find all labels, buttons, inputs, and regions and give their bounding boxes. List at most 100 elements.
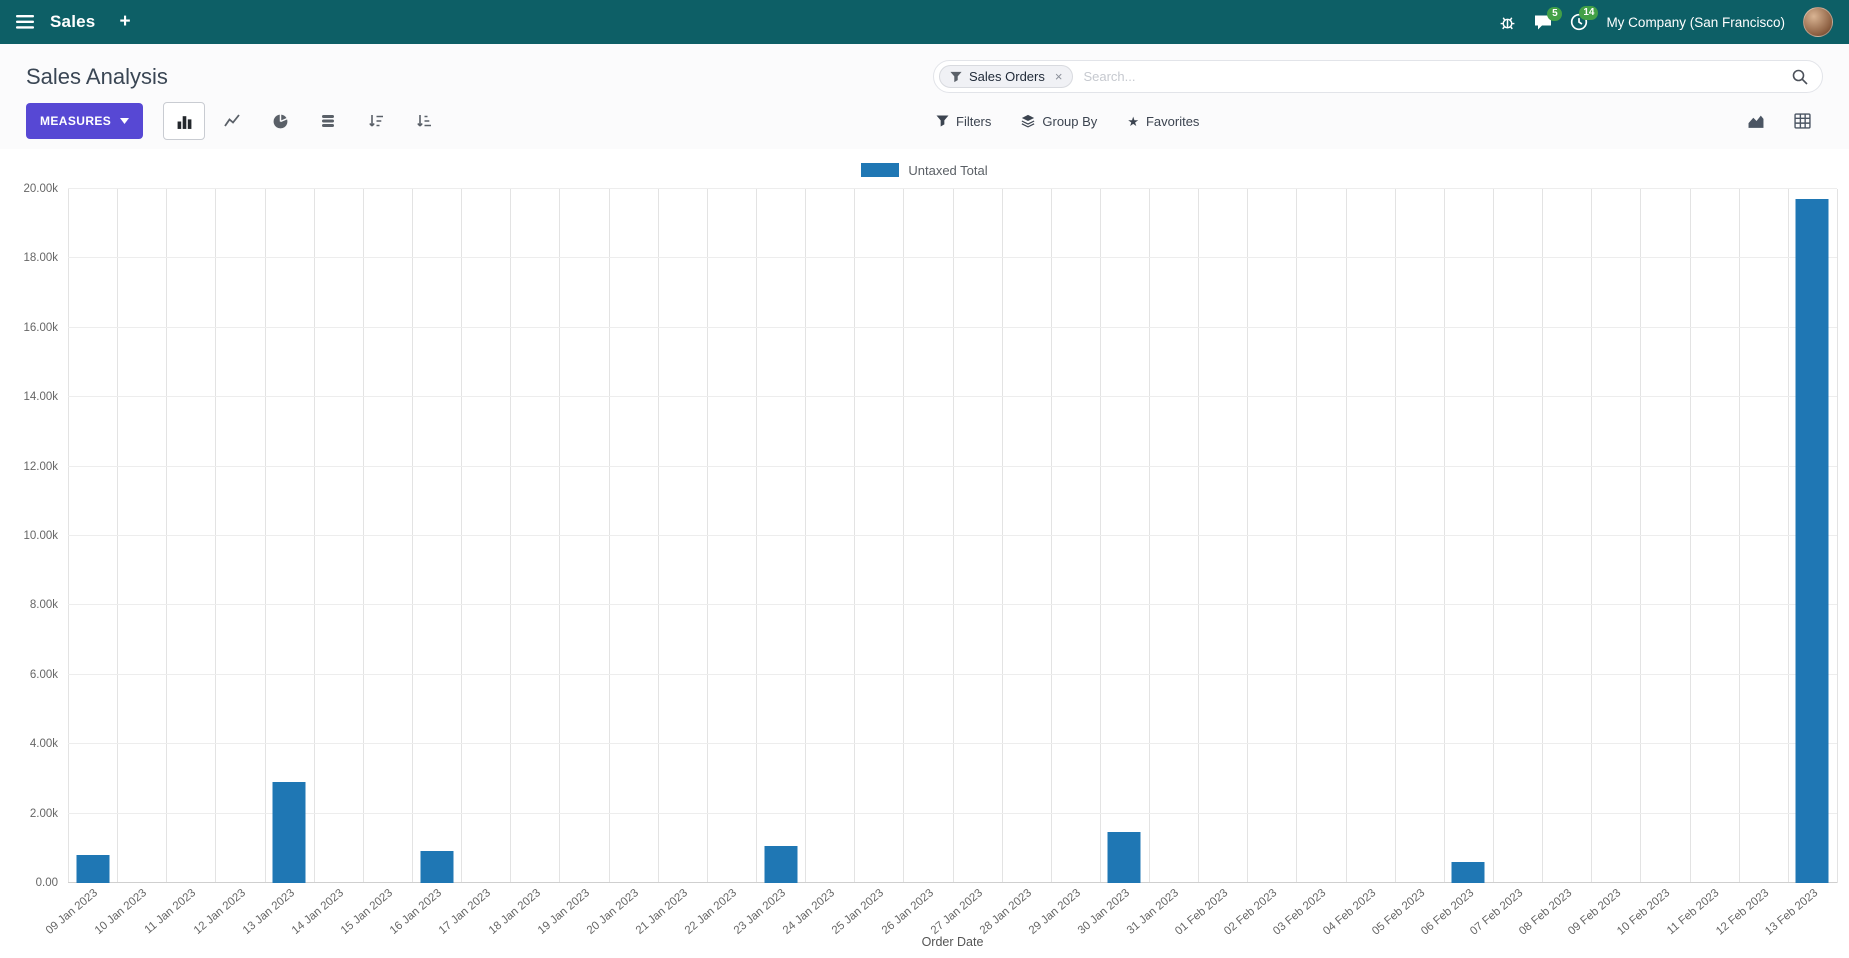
x-axis-tick-label: 04 Feb 2023 [1320,887,1378,938]
vertical-gridline [1001,189,1003,883]
horizontal-gridline [68,257,1837,259]
new-tab-button[interactable]: + [119,11,131,32]
sort-descending-icon [368,113,384,129]
bar-23-jan-2023[interactable] [764,845,797,883]
facet-remove-button[interactable]: × [1054,69,1063,84]
vertical-gridline [755,189,757,883]
vertical-gridline [510,189,512,883]
x-axis-tick-label: 20 Jan 2023 [584,887,641,937]
x-axis-tick-label: 18 Jan 2023 [486,887,543,937]
stacked-mode-button[interactable] [307,102,349,140]
vertical-gridline [657,189,659,883]
x-axis-tick-label: 06 Feb 2023 [1418,887,1477,938]
x-axis-tick-label: 23 Jan 2023 [732,887,789,937]
search-facet-label: Sales Orders [969,69,1045,84]
bar-13-jan-2023[interactable] [272,782,306,883]
vertical-gridline [264,189,266,883]
apps-menu-button[interactable] [16,15,34,29]
y-axis-tick-label: 12.00k [23,460,58,473]
search-bar[interactable]: Sales Orders × [933,60,1823,93]
x-axis-tick-label: 12 Feb 2023 [1713,887,1772,938]
legend-label: Untaxed Total [908,162,988,178]
vertical-gridline [903,189,905,883]
horizontal-gridline [68,812,1837,814]
bar-06-feb-2023[interactable] [1451,861,1485,883]
y-axis-tick-label: 10.00k [23,530,58,542]
vertical-gridline [608,189,610,883]
x-axis-tick-label: 10 Jan 2023 [93,887,150,937]
activities-button[interactable]: 14 [1570,6,1599,31]
y-axis-tick-label: 0.00 [35,877,58,889]
search-input[interactable] [1073,69,1792,84]
y-axis-tick-label: 8.00k [29,599,58,612]
filters-button[interactable]: Filters [936,114,991,129]
pivot-view-button[interactable] [1783,104,1821,138]
graph-view-button[interactable] [1737,104,1775,138]
debug-button[interactable] [1499,14,1516,31]
measures-button[interactable]: MEASURES [26,103,144,139]
x-axis-tick-label: 30 Jan 2023 [1075,887,1133,937]
group-by-button[interactable]: Group By [1021,114,1097,129]
vertical-gridline [706,189,708,883]
control-panel: Sales Analysis Sales Orders × MEASURES [0,44,1849,149]
x-axis-tick-label: 09 Feb 2023 [1566,887,1624,938]
vertical-gridline [461,189,463,883]
vertical-gridline [313,189,315,883]
x-axis-tick-label: 03 Feb 2023 [1271,887,1329,938]
vertical-gridline [1837,189,1838,883]
vertical-gridline [1394,189,1396,883]
x-axis-tick-label: 05 Feb 2023 [1369,887,1428,938]
x-axis-tick-label: 13 Feb 2023 [1762,887,1821,938]
pivot-table-icon [1793,113,1811,129]
x-axis-tick-label: 28 Jan 2023 [977,887,1034,937]
app-name[interactable]: Sales [50,12,96,31]
funnel-icon [936,115,949,127]
bug-icon [1499,14,1516,31]
x-axis-tick-label: 13 Jan 2023 [240,887,297,937]
stacked-bars-icon [320,113,336,129]
bar-09-jan-2023[interactable] [76,855,110,883]
x-axis-tick-label: 02 Feb 2023 [1222,887,1280,938]
company-switcher[interactable]: My Company (San Francisco) [1606,14,1785,30]
vertical-gridline [1443,189,1445,883]
favorites-button[interactable]: ★ Favorites [1127,114,1199,129]
messages-button[interactable]: 5 [1534,6,1563,31]
x-axis-tick-label: 27 Jan 2023 [928,887,985,937]
messages-badge: 5 [1547,6,1563,21]
bar-13-feb-2023[interactable] [1795,199,1829,883]
x-axis-title: Order Date [921,935,984,949]
search-icon[interactable] [1792,69,1808,85]
vertical-gridline [1493,189,1495,883]
vertical-gridline [1591,189,1593,883]
horizontal-gridline [68,604,1837,606]
plot-area: 0.00 2.00k 4.00k 6.00k 8.00k 10.00k 12.00k 14.0… [23,183,1838,889]
x-axis-tick-label: 08 Feb 2023 [1517,887,1575,938]
vertical-gridline [805,189,807,883]
sort-descending-button[interactable] [355,102,397,140]
x-axis-tick-label: 19 Jan 2023 [535,887,592,937]
user-avatar[interactable] [1803,7,1833,37]
vertical-gridline [854,189,856,883]
bar-chart-mode-button[interactable] [163,102,206,140]
line-chart-mode-button[interactable] [211,102,253,140]
vertical-gridline [166,189,168,883]
pie-chart-mode-button[interactable] [259,102,301,140]
bar-30-jan-2023[interactable] [1107,831,1141,883]
x-axis-tick-label: 09 Jan 2023 [44,887,101,937]
x-axis-tick-label: 25 Jan 2023 [830,887,887,937]
x-axis-tick-label: 07 Feb 2023 [1468,887,1526,938]
vertical-gridline [68,189,69,883]
activities-badge: 14 [1579,6,1599,20]
chart-legend[interactable]: Untaxed Total [0,161,1849,179]
vertical-gridline [559,189,561,883]
x-axis-tick-label: 11 Feb 2023 [1665,887,1722,938]
chat-bubble-icon [1534,14,1552,31]
sort-ascending-icon [416,113,432,129]
search-facet-sales-orders[interactable]: Sales Orders × [939,65,1074,88]
top-navbar: Sales + 5 14 My Company (San Francisco) [0,0,1849,44]
x-axis-tick-label: 15 Jan 2023 [338,887,396,937]
sort-ascending-button[interactable] [403,102,445,140]
vertical-gridline [1149,189,1151,883]
bar-16-jan-2023[interactable] [420,850,454,883]
vertical-gridline [117,189,119,883]
